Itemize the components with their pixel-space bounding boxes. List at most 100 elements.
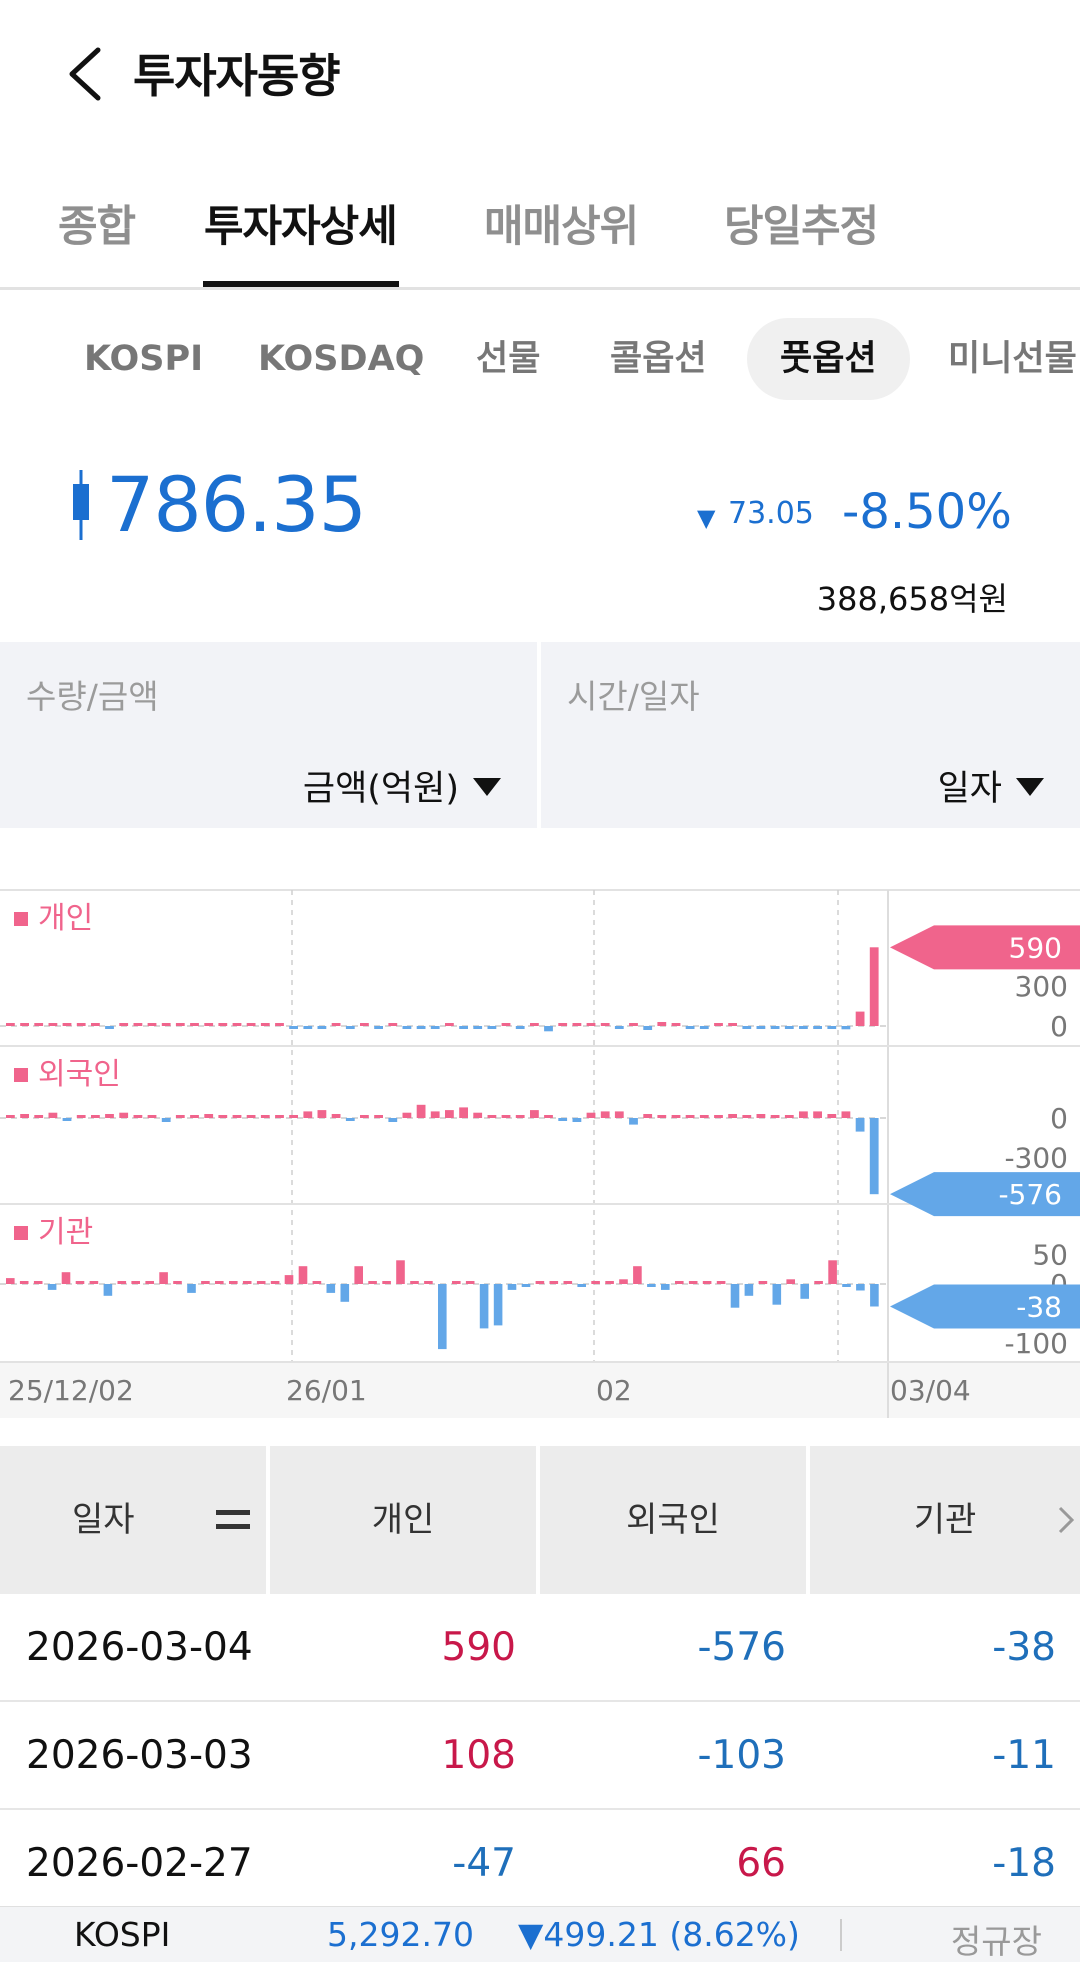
- table-row[interactable]: 2026-03-03 108 -103 -11: [0, 1702, 1080, 1810]
- bar: [614, 1026, 624, 1029]
- bar: [119, 1112, 129, 1118]
- bar: [572, 1023, 582, 1026]
- bar: [549, 1281, 559, 1284]
- bar: [317, 1110, 327, 1118]
- bar: [521, 1284, 531, 1287]
- bar: [331, 1114, 341, 1118]
- column-header-foreign[interactable]: 외국인: [540, 1446, 806, 1594]
- bar: [103, 1284, 113, 1296]
- investor-chart-svg: 25/12/02 26/01 02 03/04 개인 300 0 590 외국인 0 -300-57…: [0, 888, 1080, 1418]
- unit-filter-dropdown[interactable]: 금액(억원): [303, 760, 501, 811]
- market-tab-put-option[interactable]: 풋옵션: [747, 318, 910, 400]
- bar: [742, 1115, 752, 1118]
- bar: [558, 1118, 568, 1121]
- table-header: 일자 개인 외국인 기관: [0, 1446, 1080, 1594]
- bar: [33, 1281, 43, 1284]
- bar: [744, 1284, 754, 1296]
- bar: [770, 1026, 780, 1029]
- last-value-flag: [890, 1172, 1080, 1217]
- unit-filter[interactable]: 수량/금액 금액(억원): [0, 642, 537, 828]
- bar: [430, 1026, 440, 1029]
- tab-today-estimate[interactable]: 당일추정: [724, 202, 879, 252]
- bar: [714, 1023, 723, 1026]
- ticker-change: ▼499.21 (8.62%): [518, 1915, 800, 1954]
- bar: [62, 1023, 72, 1026]
- market-tab-mini-futures[interactable]: 미니선물: [948, 339, 1077, 379]
- bar: [685, 1026, 695, 1029]
- bar: [855, 1011, 865, 1026]
- bar: [374, 1115, 383, 1118]
- market-tab-kospi[interactable]: KOSPI: [84, 339, 204, 379]
- bar: [48, 1112, 58, 1118]
- bar: [544, 1115, 553, 1118]
- tab-investor-detail[interactable]: 투자자상세: [204, 202, 398, 252]
- bar: [275, 1023, 284, 1026]
- market-tab-futures[interactable]: 선물: [476, 339, 541, 379]
- bar: [303, 1026, 313, 1029]
- chevron-right-icon[interactable]: [1056, 1504, 1076, 1536]
- bar: [699, 1115, 709, 1118]
- bar: [201, 1281, 210, 1284]
- y-axis-area: [888, 888, 1080, 1418]
- bar: [416, 1104, 426, 1118]
- bar: [34, 1115, 44, 1118]
- tab-top-trades[interactable]: 매매상위: [484, 202, 639, 252]
- chevron-left-icon[interactable]: [62, 44, 112, 104]
- bar: [117, 1281, 127, 1284]
- bar: [187, 1284, 196, 1293]
- bar: [702, 1281, 712, 1284]
- investor-chart[interactable]: 25/12/02 26/01 02 03/04 개인 300 0 590 외국인 0 -300 -57…: [0, 888, 1080, 1418]
- y-tick-label: -100: [1004, 1327, 1068, 1360]
- cell-institution: -18: [992, 1841, 1056, 1886]
- last-value-flag: [890, 1284, 1080, 1329]
- period-filter-value: 일자: [937, 769, 1002, 809]
- market-ticker[interactable]: KOSPI 5,292.70 ▼499.21 (8.62%) 정규장: [0, 1906, 1080, 1962]
- tab-summary[interactable]: 종합: [58, 202, 136, 252]
- bar: [657, 1115, 667, 1118]
- sort-icon[interactable]: [216, 1508, 250, 1532]
- bar: [275, 1115, 284, 1118]
- bar: [48, 1023, 58, 1026]
- bar: [75, 1281, 85, 1284]
- ticker-name: KOSPI: [74, 1915, 171, 1954]
- bar: [814, 1281, 823, 1284]
- period-filter[interactable]: 시간/일자 일자: [541, 642, 1080, 828]
- bar: [89, 1281, 99, 1284]
- bar: [855, 1118, 865, 1132]
- legend-swatch: [14, 1068, 28, 1082]
- legend-label: 외국인: [38, 1057, 121, 1092]
- market-tab-kosdaq[interactable]: KOSDAQ: [258, 339, 425, 379]
- column-header-date[interactable]: 일자: [0, 1446, 266, 1594]
- page-title: 투자자동향: [133, 49, 341, 103]
- column-header-individual[interactable]: 개인: [270, 1446, 536, 1594]
- bar: [452, 1281, 461, 1284]
- bar: [424, 1281, 433, 1284]
- table-row[interactable]: 2026-03-04 590 -576 -38: [0, 1594, 1080, 1702]
- caret-down-icon: [473, 778, 501, 796]
- ticker-session: 정규장: [950, 1922, 1042, 1961]
- bar: [445, 1110, 454, 1118]
- bar: [175, 1115, 185, 1118]
- market-tab-call-option[interactable]: 콜옵션: [610, 339, 707, 379]
- bar: [218, 1115, 228, 1118]
- x-axis-area: [0, 1362, 1080, 1418]
- x-tick-label: 25/12/02: [8, 1374, 134, 1407]
- cell-foreign: -103: [697, 1733, 786, 1778]
- down-arrow-icon: ▼: [697, 504, 716, 532]
- x-tick-label: 26/01: [286, 1374, 367, 1407]
- bar: [145, 1281, 154, 1284]
- column-header-institution[interactable]: 기관: [810, 1446, 1080, 1594]
- bar: [6, 1115, 15, 1118]
- bar: [34, 1023, 44, 1026]
- bar: [799, 1111, 808, 1118]
- bar: [218, 1023, 228, 1026]
- period-filter-dropdown[interactable]: 일자: [938, 760, 1044, 811]
- table-row[interactable]: 2026-02-27 -47 66 -18: [0, 1810, 1080, 1918]
- current-price: 786.35: [106, 460, 367, 549]
- ticker-value: 5,292.70: [327, 1915, 474, 1954]
- bar: [479, 1284, 489, 1329]
- bar: [827, 1114, 837, 1118]
- bar: [360, 1115, 369, 1118]
- trade-amount: 388,658억원: [816, 580, 1008, 618]
- filter-bar: 수량/금액 금액(억원) 시간/일자 일자: [0, 642, 1080, 828]
